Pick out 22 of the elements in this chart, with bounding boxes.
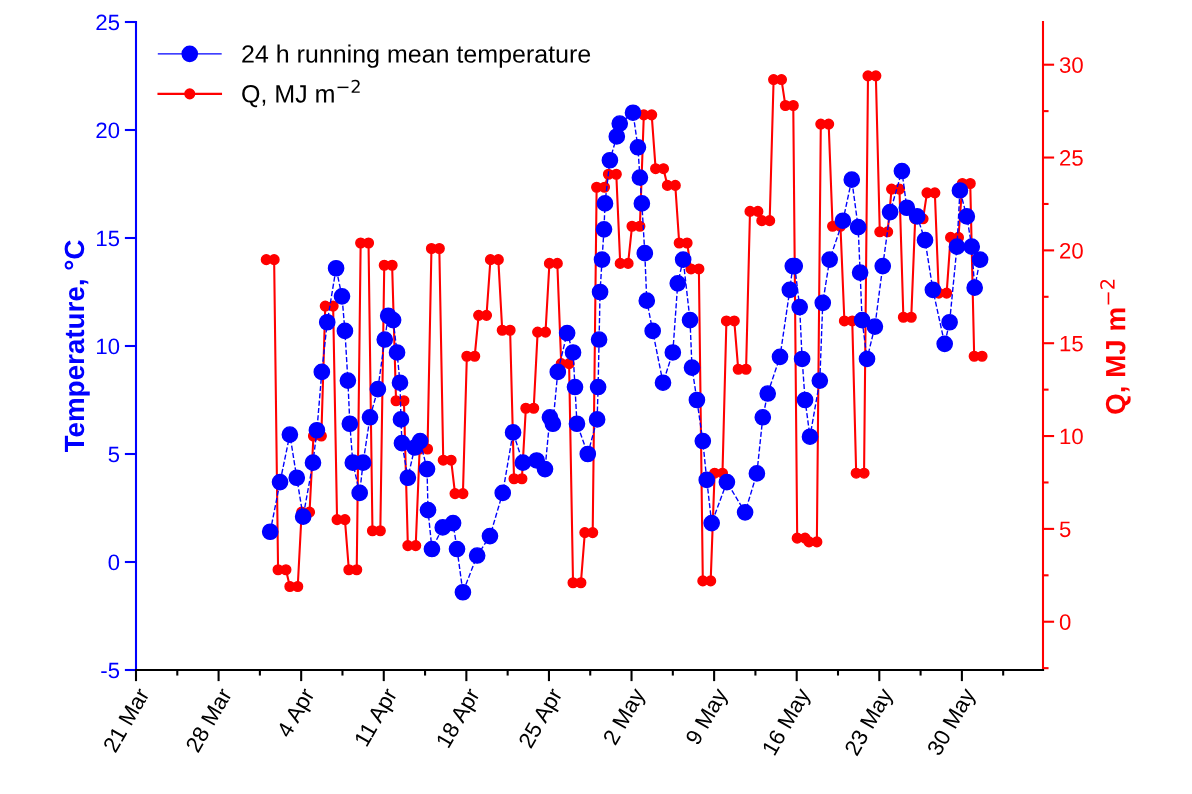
legend-label: 24 h running mean temperature <box>242 44 591 68</box>
y2-tick-label: 15 <box>1060 335 1083 352</box>
y2-axis-title: Q, MJ m$^{−2}$ <box>1100 279 1131 414</box>
y2-tick-label: 25 <box>1060 150 1083 166</box>
x-tick-label: 4 Apr <box>276 686 319 741</box>
x-tick-label: 18 Apr <box>435 686 485 751</box>
y-tick-label: 15 <box>97 230 120 247</box>
y2-tick-label: 30 <box>1059 57 1083 73</box>
y-tick-label: 25 <box>96 14 120 31</box>
y2-tick-label: 20 <box>1060 242 1083 259</box>
y-tick-label: 0 <box>108 554 120 571</box>
legend-label: Q, MJ m$^{−2}$ <box>242 79 360 108</box>
y-tick-label: -5 <box>101 662 120 679</box>
x-tick-label: 11 Apr <box>354 686 402 750</box>
y-tick-label: 10 <box>97 338 120 355</box>
y2-tick-label: 10 <box>1060 428 1083 445</box>
y-tick-label: 20 <box>96 122 120 139</box>
y-tick-label: 5 <box>108 446 120 463</box>
x-tick-label: 25 Apr <box>517 686 567 751</box>
y2-tick-label: 5 <box>1059 521 1071 538</box>
y2-tick-label: 0 <box>1059 614 1071 630</box>
y-axis-title: Temperature, °C <box>64 240 90 453</box>
